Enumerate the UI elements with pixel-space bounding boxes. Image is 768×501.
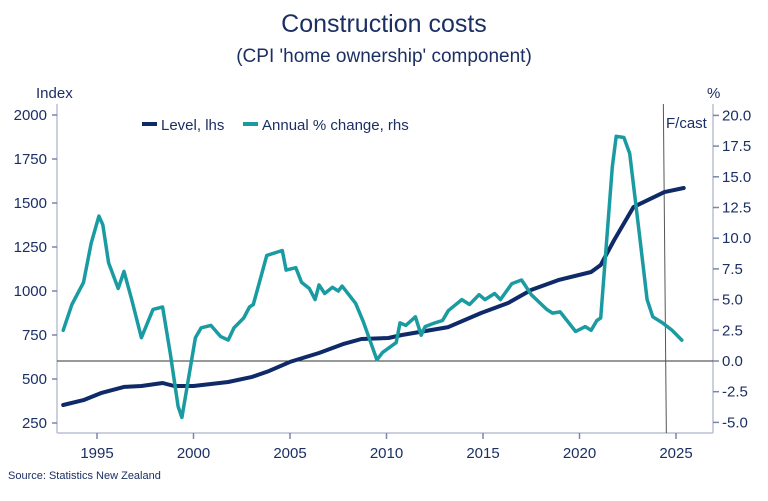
left-tick-label: 250 [22, 415, 47, 432]
left-tick-label: 1000 [14, 283, 47, 300]
source-note: Source: Statistics New Zealand [8, 470, 161, 482]
left-tick-label: 2000 [14, 107, 47, 124]
right-tick-label: 5.0 [722, 292, 743, 309]
chart-title: Construction costs [281, 10, 487, 38]
right-tick-label: 17.5 [722, 138, 751, 155]
right-tick-label: 20.0 [722, 107, 751, 124]
forecast-label: F/cast [666, 115, 708, 132]
right-tick-label: 10.0 [722, 230, 751, 247]
left-tick-label: 1500 [14, 195, 47, 212]
x-tick-label: 2010 [370, 445, 403, 462]
left-tick-label: 1750 [14, 151, 47, 168]
x-tick-label: 2025 [659, 445, 692, 462]
x-tick-label: 2000 [177, 445, 210, 462]
left-axis-label: Index [36, 85, 73, 102]
right-tick-label: 2.5 [722, 322, 743, 339]
right-axis-label: % [707, 85, 720, 102]
right-tick-label: -5.0 [722, 414, 748, 431]
legend-label-annual: Annual % change, rhs [262, 117, 409, 134]
right-tick-label: 15.0 [722, 169, 751, 186]
right-tick-label: -2.5 [722, 384, 748, 401]
x-tick-label: 2005 [273, 445, 306, 462]
level-series-line [61, 186, 686, 407]
x-tick-label: 2015 [466, 445, 499, 462]
right-tick-label: 12.5 [722, 200, 751, 217]
left-tick-label: 1250 [14, 239, 47, 256]
forecast-line [662, 103, 667, 434]
left-tick-label: 500 [22, 371, 47, 388]
x-tick-label: 2020 [563, 445, 596, 462]
right-tick-label: 0.0 [722, 353, 743, 370]
right-tick-label: 7.5 [722, 261, 743, 278]
chart-subtitle: (CPI 'home ownership' component) [236, 46, 532, 67]
annual-change-series-line [61, 134, 684, 420]
legend-label-level: Level, lhs [161, 117, 224, 134]
left-tick-label: 750 [22, 327, 47, 344]
legend: Level, lhs Annual % change, rhs [142, 117, 409, 134]
x-tick-label: 1995 [80, 445, 113, 462]
